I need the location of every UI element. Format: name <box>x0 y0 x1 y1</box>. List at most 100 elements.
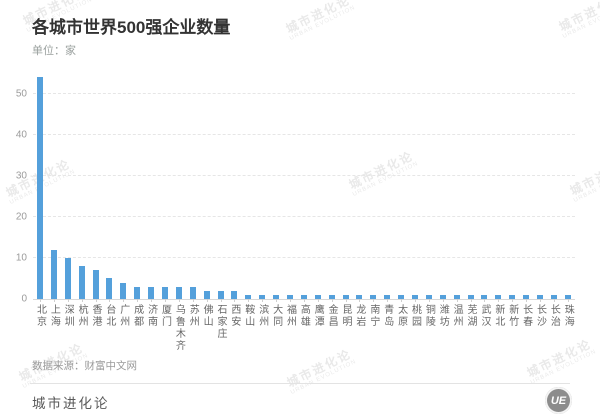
x-axis-tick <box>317 299 319 302</box>
bar <box>161 287 168 299</box>
bar-slot: 新北 <box>491 69 505 328</box>
bar-slot: 芜湖 <box>464 69 478 328</box>
x-axis-label: 西安 <box>228 304 240 328</box>
bar <box>148 287 155 299</box>
x-axis-label: 北京 <box>34 304 46 328</box>
bar-slot: 长沙 <box>533 69 547 328</box>
x-axis-label: 乌鲁木齐 <box>173 304 185 352</box>
x-axis-label: 珠海 <box>562 304 574 328</box>
gridline <box>33 256 575 258</box>
x-axis-label: 苏州 <box>187 304 199 328</box>
bar-slot: 乌鲁木齐 <box>172 69 186 352</box>
bar <box>481 295 488 299</box>
watermark-text: 城市进化论 <box>524 336 594 381</box>
brand-logo-icon: UE <box>545 387 572 414</box>
x-axis-tick <box>303 299 305 302</box>
bar <box>328 295 335 299</box>
bar-slot: 北京 <box>33 69 47 328</box>
watermark-text: 城市进化论 <box>556 0 600 35</box>
bar-slot: 大同 <box>269 69 283 328</box>
bar-slot: 济南 <box>144 69 158 328</box>
x-axis-label: 新竹 <box>506 304 518 328</box>
x-axis-tick <box>331 299 333 302</box>
logo-text: UE <box>550 394 567 407</box>
bar-slot: 佛山 <box>200 69 214 328</box>
x-axis-label: 长沙 <box>534 304 546 328</box>
bar <box>356 295 363 299</box>
bar <box>453 295 460 299</box>
x-axis-label: 济南 <box>145 304 157 328</box>
x-axis-label: 龙岩 <box>353 304 365 328</box>
x-axis-label: 福州 <box>284 304 296 328</box>
x-axis-tick <box>401 299 403 302</box>
x-axis-label: 厦门 <box>159 304 171 328</box>
bar-slot: 昆明 <box>339 69 353 328</box>
bar-slot: 南宁 <box>366 69 380 328</box>
bar-slot: 长治 <box>547 69 561 328</box>
y-axis-tick-label: 30 <box>15 170 27 182</box>
watermark-text: 城市进化论 <box>283 0 353 37</box>
x-axis-tick <box>192 299 194 302</box>
x-axis-label: 滨州 <box>256 304 268 328</box>
x-axis-tick <box>470 299 472 302</box>
bar <box>286 295 293 299</box>
bar <box>203 291 210 299</box>
bar-slot: 桃园 <box>408 69 422 328</box>
bar <box>106 278 113 299</box>
bar <box>550 295 557 299</box>
x-axis-label: 昆明 <box>340 304 352 328</box>
bar <box>314 295 321 299</box>
x-axis-label: 新北 <box>492 304 504 328</box>
x-axis-label: 台北 <box>103 304 115 328</box>
gridline <box>33 215 575 217</box>
x-axis-tick <box>206 299 208 302</box>
bar <box>467 295 474 299</box>
bar-slot: 珠海 <box>561 69 575 328</box>
bar <box>64 258 71 299</box>
bar-slot: 鞍山 <box>241 69 255 328</box>
bar <box>411 295 418 299</box>
x-axis-tick <box>553 299 555 302</box>
gridline <box>33 92 575 94</box>
x-axis-tick <box>567 299 569 302</box>
bar <box>384 295 391 299</box>
x-axis-tick <box>123 299 125 302</box>
bar <box>342 295 349 299</box>
bar <box>175 287 182 299</box>
x-axis-tick <box>498 299 500 302</box>
watermark-subtext: URBAN EVOLUTION <box>289 358 358 397</box>
x-axis-tick <box>414 299 416 302</box>
x-axis-label: 深圳 <box>62 304 74 328</box>
x-axis-label: 石家庄 <box>215 304 227 340</box>
x-axis-label: 上海 <box>48 304 60 328</box>
x-axis-label: 青岛 <box>381 304 393 328</box>
x-axis-tick <box>373 299 375 302</box>
x-axis-tick <box>345 299 347 302</box>
bar <box>189 287 196 299</box>
bar-slot: 太原 <box>394 69 408 328</box>
watermark-subtext: URBAN EVOLUTION <box>561 2 600 41</box>
x-axis-tick <box>95 299 97 302</box>
x-axis-label: 成都 <box>131 304 143 328</box>
x-axis-label: 杭州 <box>76 304 88 328</box>
bar-slot: 长春 <box>519 69 533 328</box>
x-axis-label: 长春 <box>520 304 532 328</box>
bar-slot: 成都 <box>130 69 144 328</box>
x-axis-label: 武汉 <box>478 304 490 328</box>
gridline <box>33 174 575 176</box>
x-axis-tick <box>526 299 528 302</box>
x-axis-tick <box>428 299 430 302</box>
bar-slot: 上海 <box>47 69 61 328</box>
x-axis-tick <box>248 299 250 302</box>
bar <box>273 295 280 299</box>
y-axis-tick-label: 40 <box>15 129 27 141</box>
y-axis-tick-label: 20 <box>15 211 27 223</box>
x-axis-label: 香港 <box>90 304 101 328</box>
unit-label: 单位：家 <box>32 45 76 57</box>
y-axis-tick-label: 10 <box>15 252 27 264</box>
bar <box>300 295 307 299</box>
bar-slot: 温州 <box>450 69 464 328</box>
bar-slot: 金昌 <box>325 69 339 328</box>
